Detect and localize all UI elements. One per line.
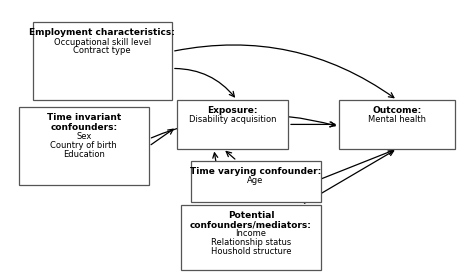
Text: confounders/mediators:: confounders/mediators:: [190, 220, 312, 229]
Text: Occupational skill level: Occupational skill level: [54, 38, 151, 46]
Text: Houshold structure: Houshold structure: [210, 247, 291, 256]
Text: Mental health: Mental health: [368, 115, 426, 124]
FancyBboxPatch shape: [18, 107, 149, 185]
Text: Disability acquisition: Disability acquisition: [189, 115, 276, 124]
FancyBboxPatch shape: [191, 161, 320, 202]
Text: Relationship status: Relationship status: [211, 238, 291, 247]
Text: Country of birth: Country of birth: [50, 141, 117, 150]
FancyBboxPatch shape: [177, 100, 288, 149]
FancyBboxPatch shape: [33, 22, 172, 100]
Text: Employment characteristics:: Employment characteristics:: [29, 28, 175, 37]
Text: Time invariant: Time invariant: [46, 113, 121, 122]
Text: Income: Income: [236, 229, 266, 238]
Text: Outcome:: Outcome:: [373, 106, 422, 115]
Text: Sex: Sex: [76, 132, 91, 141]
FancyBboxPatch shape: [181, 205, 320, 270]
FancyBboxPatch shape: [339, 100, 456, 149]
Text: Exposure:: Exposure:: [207, 106, 257, 115]
Text: Time varying confounder:: Time varying confounder:: [190, 167, 321, 176]
Text: Age: Age: [247, 176, 264, 185]
Text: Contract type: Contract type: [73, 46, 131, 55]
Text: Potential: Potential: [228, 211, 274, 220]
Text: Education: Education: [63, 150, 105, 158]
Text: confounders:: confounders:: [50, 123, 117, 132]
